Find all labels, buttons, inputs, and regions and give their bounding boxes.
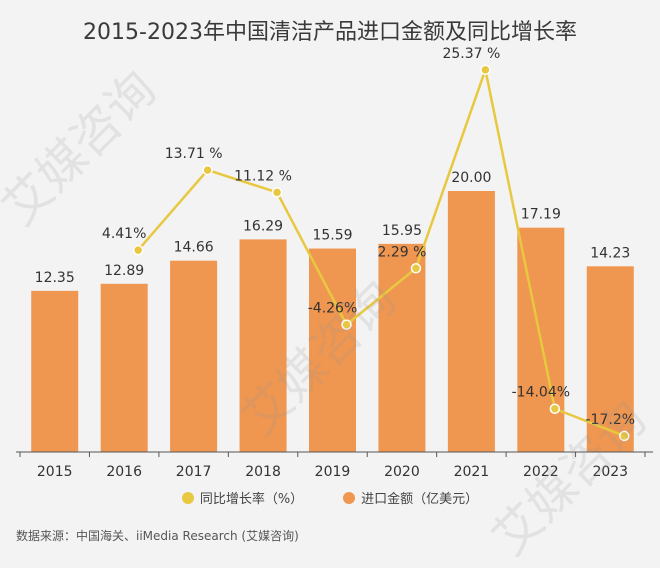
bar-2019 — [309, 248, 356, 452]
bar-2018 — [239, 239, 287, 452]
growth-point-2023 — [619, 430, 630, 442]
growth-value-label-2019: -4.26% — [308, 301, 358, 317]
growth-value-label-2018: 11.12 % — [234, 168, 292, 184]
x-tick-label-2016: 2016 — [106, 464, 142, 480]
growth-line — [137, 65, 625, 438]
x-tick-label-2020: 2020 — [384, 464, 420, 480]
bar-2015 — [31, 290, 79, 452]
bar-value-label-2019: 15.59 — [312, 228, 352, 244]
bar-2021 — [447, 191, 495, 452]
growth-point-2021 — [480, 64, 491, 76]
growth-point-2017 — [202, 164, 213, 176]
x-tick-label-2022: 2022 — [523, 464, 559, 480]
legend-swatch-growth — [181, 491, 194, 504]
growth-value-label-2021: 25.37 % — [442, 46, 500, 62]
bar-value-label-2018: 16.29 — [243, 218, 283, 234]
bar-2020 — [378, 243, 426, 452]
x-tick-label-2018: 2018 — [245, 464, 281, 480]
x-tick-label-2021: 2021 — [454, 464, 490, 480]
growth-value-label-2017: 13.71 % — [165, 146, 223, 162]
x-tick-label-2015: 2015 — [37, 464, 73, 480]
bar-value-label-2015: 12.35 — [35, 270, 75, 286]
growth-point-2020 — [410, 263, 422, 274]
legend-label-amount: 进口金额（亿美元） — [361, 492, 479, 507]
bar-value-label-2016: 12.89 — [104, 263, 144, 279]
legend-label-growth: 同比增长率（%） — [199, 492, 304, 507]
legend: 同比增长率（%） 进口金额（亿美元） — [0, 488, 660, 507]
bar-2017 — [170, 260, 218, 452]
legend-swatch-amount — [343, 491, 356, 504]
source-note: 数据来源：中国海关、iiMedia Research (艾媒咨询) — [16, 529, 299, 543]
bar-value-label-2022: 17.19 — [521, 207, 561, 223]
growth-point-2022 — [549, 403, 561, 414]
bar-value-label-2020: 15.95 — [382, 223, 422, 239]
x-tick-label-2019: 2019 — [315, 464, 351, 480]
growth-value-label-2023: -17.2% — [586, 412, 636, 428]
growth-point-2019 — [341, 319, 352, 330]
legend-item-amount: 进口金额（亿美元） — [343, 488, 478, 507]
chart-title: 2015-2023年中国清洁产品进口金额及同比增长率 — [83, 20, 577, 45]
growth-value-label-2022: -14.04% — [512, 385, 570, 401]
bar-value-label-2021: 20.00 — [451, 170, 491, 186]
x-tick-label-2023: 2023 — [592, 464, 628, 480]
bar-2016 — [100, 283, 148, 452]
growth-point-2016 — [132, 244, 144, 256]
growth-point-2018 — [271, 187, 283, 198]
growth-value-label-2016: 4.41% — [102, 226, 146, 242]
bar-2023 — [586, 266, 634, 452]
legend-item-growth: 同比增长率（%） — [181, 488, 304, 507]
bar-value-label-2017: 14.66 — [174, 240, 214, 256]
growth-value-label-2020: 2.29 % — [377, 244, 426, 260]
bar-value-label-2023: 14.23 — [590, 245, 630, 261]
x-tick-label-2017: 2017 — [176, 464, 212, 480]
